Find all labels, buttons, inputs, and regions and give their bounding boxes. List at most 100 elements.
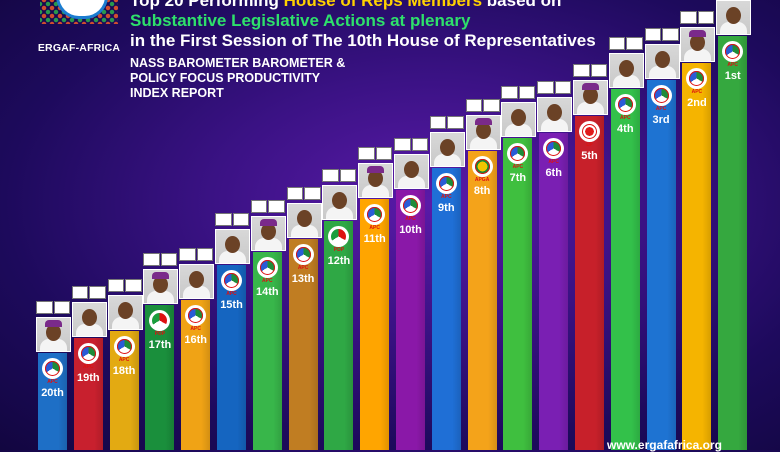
rank-label: 17th bbox=[148, 339, 172, 351]
title-highlight: House of Reps Members bbox=[283, 0, 483, 10]
member-info-label bbox=[644, 28, 679, 41]
party-logo-icon: APC bbox=[364, 204, 386, 231]
party-logo-icon: APC bbox=[686, 68, 708, 95]
member-photo bbox=[716, 0, 752, 35]
party-name: APC bbox=[118, 357, 130, 363]
member-photo bbox=[429, 132, 465, 167]
rank-label: 13th bbox=[291, 273, 315, 285]
rank-label: 14th bbox=[255, 286, 279, 298]
rank-bar: PDP 17th bbox=[145, 305, 175, 450]
member-photo bbox=[215, 229, 250, 264]
member-info-label bbox=[608, 37, 643, 50]
rank-bar: APC 20th bbox=[38, 353, 67, 450]
party-logo-icon: PDP bbox=[149, 310, 171, 337]
member-info-label bbox=[465, 99, 500, 112]
party-name: APC bbox=[441, 194, 452, 200]
party-logo-icon: APC bbox=[221, 270, 242, 297]
rank-label: 3rd bbox=[652, 114, 670, 126]
member-info-label bbox=[537, 81, 572, 94]
rank-bar: APC 2nd bbox=[682, 63, 712, 450]
member-photo bbox=[358, 163, 394, 198]
member-photo bbox=[644, 44, 680, 79]
rank-bar: APGA 8th bbox=[467, 151, 497, 450]
member-photo bbox=[322, 185, 358, 220]
party-logo-icon: PDP bbox=[328, 226, 350, 253]
member-photo bbox=[537, 97, 573, 132]
rank-label: 18th bbox=[112, 365, 136, 377]
member-info-label bbox=[358, 147, 393, 160]
member-photo bbox=[143, 269, 179, 304]
rank-label: 10th bbox=[399, 224, 422, 236]
member-info-label bbox=[680, 11, 715, 24]
party-logo-icon: APC bbox=[77, 343, 99, 370]
rank-bar: APC 1st bbox=[718, 36, 748, 450]
rank-bar: APC 9th bbox=[431, 168, 461, 450]
member-info-label bbox=[36, 301, 70, 314]
rank-bar: APC 13th bbox=[288, 239, 318, 450]
member-photo bbox=[71, 302, 107, 337]
party-logo-icon: LP bbox=[579, 121, 600, 148]
member-info-label bbox=[429, 116, 464, 129]
party-logo-icon: APC bbox=[256, 257, 278, 284]
party-logo-icon: APC bbox=[507, 143, 529, 170]
title-line-2: Substantive Legislative Actions at plena… bbox=[130, 11, 471, 30]
rank-bar: APC 16th bbox=[181, 300, 211, 450]
member-info-label bbox=[215, 213, 249, 226]
member-photo bbox=[680, 27, 716, 62]
party-logo-icon: APC bbox=[614, 94, 636, 121]
party-name: PDP bbox=[154, 331, 166, 337]
rank-label: 20th bbox=[41, 387, 64, 399]
rank-label: 19th bbox=[76, 372, 100, 384]
rank-bar: APC 10th bbox=[396, 190, 425, 450]
party-name: APC bbox=[83, 364, 94, 370]
member-info-label bbox=[573, 64, 607, 77]
party-name: APC bbox=[226, 291, 237, 297]
rank-label: 4th bbox=[617, 123, 634, 135]
title-line-3: in the First Session of The 10th House o… bbox=[130, 31, 596, 50]
member-photo bbox=[286, 203, 322, 238]
party-name: APC bbox=[655, 106, 667, 112]
member-info-label bbox=[143, 253, 178, 266]
rank-label: 1st bbox=[724, 70, 741, 82]
party-logo-icon: APC bbox=[113, 336, 135, 363]
member-photo bbox=[465, 115, 501, 150]
member-photo bbox=[501, 102, 537, 137]
party-name: APC bbox=[405, 216, 416, 222]
rank-bar: LP 5th bbox=[575, 116, 604, 450]
member-photo bbox=[36, 317, 71, 352]
rank-bar: APC 6th bbox=[539, 133, 569, 450]
member-info-label bbox=[179, 248, 214, 261]
member-photo bbox=[608, 53, 644, 88]
party-name: APC bbox=[727, 62, 738, 68]
rank-label: 11th bbox=[363, 233, 386, 245]
party-name: APC bbox=[548, 159, 559, 165]
website-url[interactable]: www.ergafafrica.org bbox=[607, 438, 722, 452]
rank-bar: APC 14th bbox=[252, 252, 282, 450]
rank-bar: APC 15th bbox=[217, 265, 246, 450]
rank-label: 6th bbox=[545, 167, 562, 179]
party-name: APC bbox=[691, 89, 703, 95]
party-logo-icon: APC bbox=[185, 305, 207, 332]
member-photo bbox=[573, 80, 608, 115]
party-logo-icon: APC bbox=[400, 195, 421, 222]
title-line-1: Top 20 Performing House of Reps Members … bbox=[130, 0, 561, 11]
rank-label: 12th bbox=[327, 255, 351, 267]
org-name: ERGAF-AFRICA bbox=[37, 42, 121, 54]
rank-label: 15th bbox=[220, 299, 243, 311]
member-photo bbox=[250, 216, 286, 251]
member-photo bbox=[107, 295, 143, 330]
rank-bar: PDP 12th bbox=[324, 221, 354, 450]
party-logo-icon: APC bbox=[42, 358, 63, 385]
member-info-label bbox=[501, 86, 536, 99]
party-logo-icon: APC bbox=[435, 173, 457, 200]
party-name: APC bbox=[512, 164, 524, 170]
member-info-label bbox=[107, 279, 142, 292]
rank-bar: APC 4th bbox=[610, 89, 640, 450]
party-name: APC bbox=[47, 379, 58, 385]
party-name: APC bbox=[369, 225, 380, 231]
member-photo bbox=[179, 264, 215, 299]
rank-bar: APC 18th bbox=[109, 331, 139, 450]
rank-label: 5th bbox=[581, 150, 598, 162]
subtitle-line-3: INDEX REPORT bbox=[130, 86, 224, 100]
party-logo-icon: APC bbox=[543, 138, 565, 165]
